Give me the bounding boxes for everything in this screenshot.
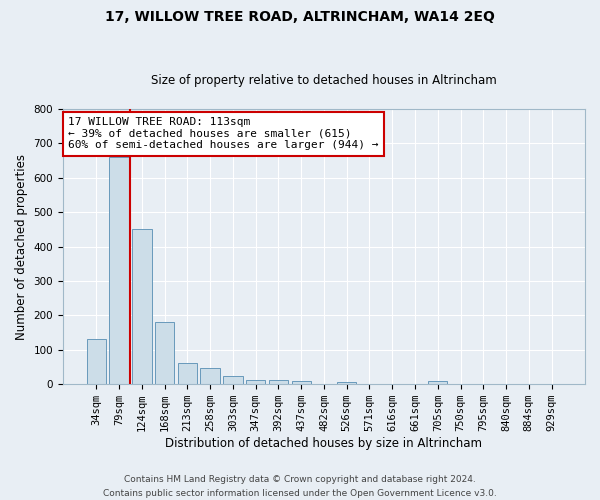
Bar xyxy=(178,362,197,384)
Bar xyxy=(200,368,220,384)
Bar xyxy=(292,382,311,384)
Bar xyxy=(337,382,356,384)
Bar xyxy=(269,380,288,384)
Text: 17 WILLOW TREE ROAD: 113sqm
← 39% of detached houses are smaller (615)
60% of se: 17 WILLOW TREE ROAD: 113sqm ← 39% of det… xyxy=(68,118,379,150)
Bar xyxy=(428,382,448,384)
X-axis label: Distribution of detached houses by size in Altrincham: Distribution of detached houses by size … xyxy=(166,437,482,450)
Text: 17, WILLOW TREE ROAD, ALTRINCHAM, WA14 2EQ: 17, WILLOW TREE ROAD, ALTRINCHAM, WA14 2… xyxy=(105,10,495,24)
Bar xyxy=(246,380,265,384)
Bar xyxy=(223,376,242,384)
Bar xyxy=(109,157,129,384)
Bar xyxy=(86,340,106,384)
Y-axis label: Number of detached properties: Number of detached properties xyxy=(15,154,28,340)
Bar xyxy=(132,230,152,384)
Bar xyxy=(155,322,174,384)
Text: Contains HM Land Registry data © Crown copyright and database right 2024.
Contai: Contains HM Land Registry data © Crown c… xyxy=(103,476,497,498)
Title: Size of property relative to detached houses in Altrincham: Size of property relative to detached ho… xyxy=(151,74,497,87)
